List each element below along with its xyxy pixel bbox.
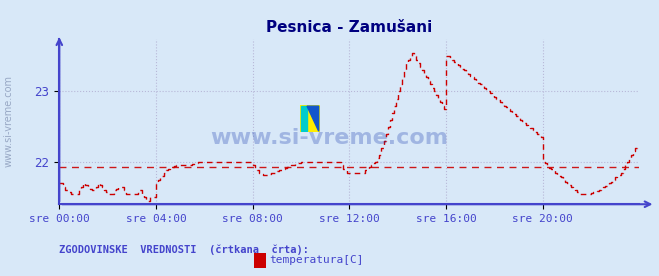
Polygon shape xyxy=(301,106,307,131)
Polygon shape xyxy=(307,106,319,131)
Text: temperatura[C]: temperatura[C] xyxy=(269,255,363,265)
Text: www.si-vreme.com: www.si-vreme.com xyxy=(210,128,449,148)
Title: Pesnica - Zamušani: Pesnica - Zamušani xyxy=(266,20,432,35)
Text: www.si-vreme.com: www.si-vreme.com xyxy=(3,75,14,168)
Text: ZGODOVINSKE  VREDNOSTI  (črtkana  črta):: ZGODOVINSKE VREDNOSTI (črtkana črta): xyxy=(59,244,309,255)
